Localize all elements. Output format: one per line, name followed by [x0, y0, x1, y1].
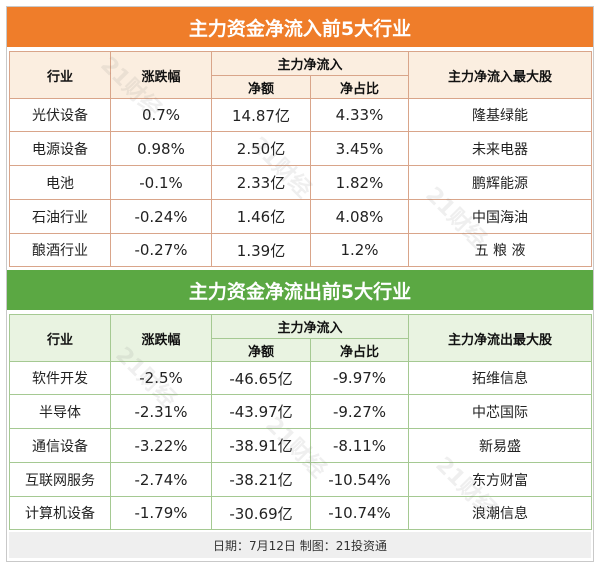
industry-cell: 互联网服务 — [9, 462, 111, 497]
change-cell: -2.31% — [110, 394, 212, 429]
amount-cell: 1.46亿 — [211, 199, 311, 234]
ratio-cell: 1.82% — [309, 165, 410, 200]
industry-cell: 半导体 — [9, 394, 111, 429]
inflow-header-top-stock: 主力净流入最大股 — [408, 51, 593, 99]
ratio-cell: -9.27% — [309, 394, 410, 429]
ratio-cell: -10.74% — [309, 496, 410, 530]
stock-cell: 五 粮 液 — [408, 233, 593, 267]
ratio-cell: 3.45% — [309, 131, 410, 166]
change-cell: -3.22% — [110, 428, 212, 463]
ratio-cell: -10.54% — [309, 462, 410, 497]
footer-text: 日期：7月12日 制图：21投资通 — [213, 538, 387, 553]
outflow-header-amount: 净额 — [211, 338, 311, 362]
outflow-header-group: 主力净流入 — [210, 314, 410, 339]
amount-cell: -43.97亿 — [211, 394, 311, 429]
table-row: 电源设备 0.98% 2.50亿 3.45% 未来电器 — [9, 131, 593, 166]
amount-cell: 2.50亿 — [211, 131, 311, 166]
change-cell: 0.98% — [110, 131, 212, 166]
outflow-title-banner: 主力资金净流出前5大行业 — [7, 270, 593, 310]
amount-cell: -30.69亿 — [211, 496, 311, 530]
inflow-title-banner: 主力资金净流入前5大行业 — [7, 7, 593, 47]
change-cell: -0.1% — [110, 165, 212, 200]
stock-cell: 未来电器 — [408, 131, 593, 166]
industry-cell: 软件开发 — [9, 361, 111, 395]
table-row: 酿酒行业 -0.27% 1.39亿 1.2% 五 粮 液 — [9, 233, 593, 267]
table-row: 石油行业 -0.24% 1.46亿 4.08% 中国海油 — [9, 199, 593, 234]
amount-cell: -38.21亿 — [211, 462, 311, 497]
ratio-cell: 4.08% — [309, 199, 410, 234]
inflow-header-amount: 净额 — [211, 75, 311, 99]
outflow-table: 行业 涨跌幅 主力净流入 主力净流出最大股 净额 净占比 软件开发 -2.5% … — [9, 314, 593, 530]
inflow-header-change: 涨跌幅 — [110, 51, 212, 99]
stock-cell: 浪潮信息 — [408, 496, 593, 530]
outflow-header-change: 涨跌幅 — [110, 314, 212, 362]
industry-cell: 酿酒行业 — [9, 233, 111, 267]
amount-cell: 2.33亿 — [211, 165, 311, 200]
industry-cell: 通信设备 — [9, 428, 111, 463]
ratio-cell: 1.2% — [309, 233, 410, 267]
change-cell: -2.74% — [110, 462, 212, 497]
stock-cell: 拓维信息 — [408, 361, 593, 395]
outflow-title: 主力资金净流出前5大行业 — [188, 280, 412, 303]
table-row: 光伏设备 0.7% 14.87亿 4.33% 隆基绿能 — [9, 98, 593, 132]
change-cell: 0.7% — [110, 98, 212, 132]
inflow-table: 行业 涨跌幅 主力净流入 主力净流入最大股 净额 净占比 光伏设备 0.7% 1… — [9, 51, 593, 267]
industry-cell: 光伏设备 — [9, 98, 111, 132]
table-row: 计算机设备 -1.79% -30.69亿 -10.74% 浪潮信息 — [9, 496, 593, 530]
table-frame — [6, 6, 594, 562]
inflow-title: 主力资金净流入前5大行业 — [188, 17, 412, 40]
table-row: 互联网服务 -2.74% -38.21亿 -10.54% 东方财富 — [9, 462, 593, 497]
ratio-cell: -8.11% — [309, 428, 410, 463]
change-cell: -0.24% — [110, 199, 212, 234]
amount-cell: 1.39亿 — [211, 233, 311, 267]
table-row: 电池 -0.1% 2.33亿 1.82% 鹏辉能源 — [9, 165, 593, 200]
stock-cell: 新易盛 — [408, 428, 593, 463]
change-cell: -0.27% — [110, 233, 212, 267]
table-row: 通信设备 -3.22% -38.91亿 -8.11% 新易盛 — [9, 428, 593, 463]
stock-cell: 鹏辉能源 — [408, 165, 593, 200]
outflow-header-top-stock: 主力净流出最大股 — [408, 314, 593, 362]
amount-cell: 14.87亿 — [211, 98, 311, 132]
amount-cell: -38.91亿 — [211, 428, 311, 463]
stock-cell: 东方财富 — [408, 462, 593, 497]
ratio-cell: 4.33% — [309, 98, 410, 132]
industry-cell: 计算机设备 — [9, 496, 111, 530]
industry-cell: 电源设备 — [9, 131, 111, 166]
change-cell: -1.79% — [110, 496, 212, 530]
inflow-header-group: 主力净流入 — [210, 51, 410, 76]
outflow-header-industry: 行业 — [9, 314, 111, 362]
ratio-cell: -9.97% — [309, 361, 410, 395]
stock-cell: 中国海油 — [408, 199, 593, 234]
change-cell: -2.5% — [110, 361, 212, 395]
amount-cell: -46.65亿 — [211, 361, 311, 395]
inflow-header-industry: 行业 — [9, 51, 111, 99]
inflow-header-ratio: 净占比 — [309, 75, 410, 99]
outflow-header-ratio: 净占比 — [309, 338, 410, 362]
stock-cell: 隆基绿能 — [408, 98, 593, 132]
table-row: 半导体 -2.31% -43.97亿 -9.27% 中芯国际 — [9, 394, 593, 429]
industry-cell: 石油行业 — [9, 199, 111, 234]
footer-caption: 日期：7月12日 制图：21投资通 — [9, 532, 591, 558]
stock-cell: 中芯国际 — [408, 394, 593, 429]
table-row: 软件开发 -2.5% -46.65亿 -9.97% 拓维信息 — [9, 361, 593, 395]
industry-cell: 电池 — [9, 165, 111, 200]
